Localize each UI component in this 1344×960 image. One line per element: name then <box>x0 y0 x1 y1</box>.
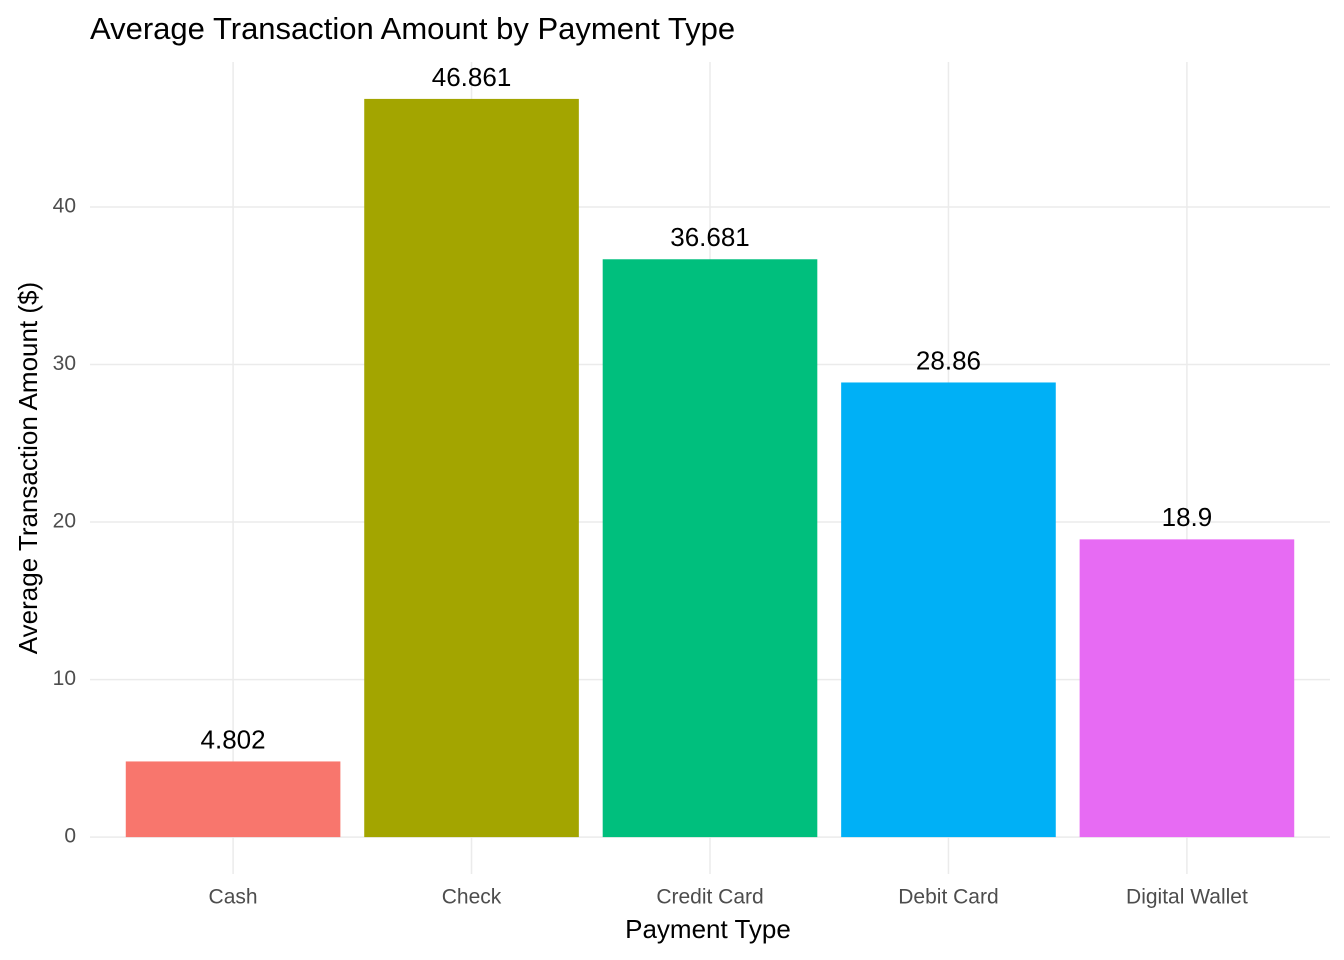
x-tick-label: Cash <box>209 886 258 909</box>
y-axis-title: Average Transaction Amount ($) <box>13 282 43 654</box>
bar <box>364 98 579 838</box>
bar <box>125 761 341 838</box>
value-label: 36.681 <box>670 222 750 252</box>
bar <box>841 382 1056 838</box>
bar <box>602 259 818 838</box>
chart-title: Average Transaction Amount by Payment Ty… <box>90 11 735 46</box>
x-tick-label: Credit Card <box>656 886 763 909</box>
y-tick-label: 0 <box>64 825 76 848</box>
x-tick-label: Digital Wallet <box>1126 886 1248 909</box>
value-label: 4.802 <box>201 724 266 754</box>
value-label: 28.86 <box>916 345 981 375</box>
value-label: 46.861 <box>432 62 512 92</box>
value-label: 18.9 <box>1162 502 1213 532</box>
y-tick-label: 30 <box>53 352 76 375</box>
x-tick-label: Check <box>442 886 502 909</box>
y-tick-label: 40 <box>53 195 76 218</box>
y-tick-label: 10 <box>53 667 76 690</box>
x-axis-title: Payment Type <box>625 914 791 944</box>
x-tick-label: Debit Card <box>898 886 998 909</box>
bar <box>1079 539 1295 838</box>
y-tick-label: 20 <box>53 510 76 533</box>
